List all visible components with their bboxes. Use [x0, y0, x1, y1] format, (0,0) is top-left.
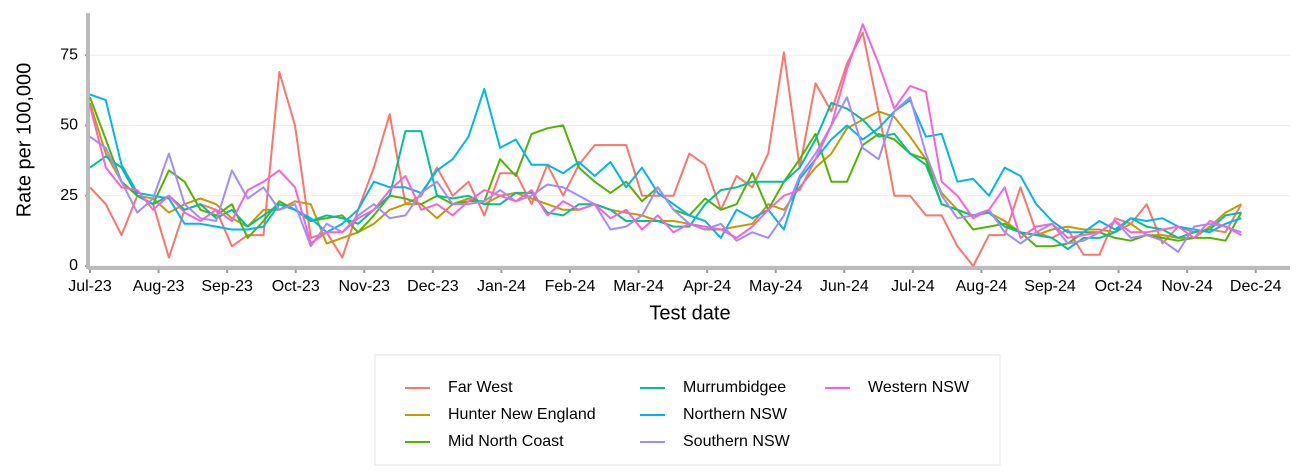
x-tick-label: Feb-24	[545, 278, 596, 295]
y-axis-title: Rate per 100,000	[13, 63, 35, 218]
legend-label: Western NSW	[868, 379, 970, 396]
x-tick-label: Nov-24	[1161, 278, 1213, 295]
legend-label: Murrumbidgee	[683, 379, 786, 396]
y-tick-label: 75	[60, 46, 78, 63]
series-line	[89, 31, 1243, 267]
x-tick-label: Apr-24	[683, 278, 731, 295]
x-tick-label: Aug-23	[133, 278, 185, 295]
legend-box	[374, 354, 1001, 466]
legend-label: Northern NSW	[683, 406, 788, 423]
legend-label: Southern NSW	[683, 433, 791, 450]
legend-label: Far West	[448, 379, 513, 396]
x-tick-label: Mar-24	[613, 278, 664, 295]
x-tick-label: Jun-24	[820, 278, 869, 295]
x-tick-label: Sep-24	[1024, 278, 1076, 295]
legend-label: Mid North Coast	[448, 433, 564, 450]
y-tick-label: 50	[60, 117, 78, 134]
x-tick-label: May-24	[749, 278, 802, 295]
x-tick-label: Oct-24	[1095, 278, 1143, 295]
y-tick-label: 25	[60, 187, 78, 204]
x-tick-label: Nov-23	[338, 278, 390, 295]
x-tick-label: Dec-23	[407, 278, 459, 295]
x-tick-label: Sep-23	[201, 278, 253, 295]
legend-label: Hunter New England	[448, 406, 596, 423]
x-tick-label: Dec-24	[1230, 278, 1282, 295]
y-tick-label: 0	[69, 257, 78, 274]
x-axis-title: Test date	[649, 302, 730, 324]
x-tick-label: Jan-24	[477, 278, 526, 295]
series-line	[89, 96, 1242, 253]
series-line	[89, 23, 1242, 245]
x-tick-label: Oct-23	[272, 278, 320, 295]
x-tick-label: Aug-24	[956, 278, 1008, 295]
x-tick-label: Jul-23	[68, 278, 112, 295]
x-tick-label: Jul-24	[891, 278, 935, 295]
